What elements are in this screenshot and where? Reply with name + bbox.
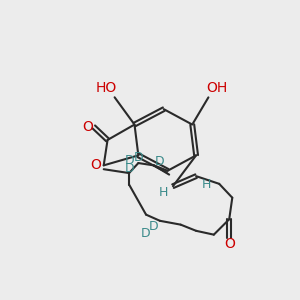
Text: D: D <box>134 151 143 164</box>
Text: D: D <box>154 155 164 168</box>
Text: H: H <box>158 186 168 199</box>
Text: HO: HO <box>95 81 117 95</box>
Text: D: D <box>149 220 159 233</box>
Text: D: D <box>124 154 134 167</box>
Text: H: H <box>201 178 211 191</box>
Text: OH: OH <box>206 81 227 95</box>
Text: D: D <box>124 162 134 175</box>
Text: O: O <box>224 237 235 251</box>
Text: O: O <box>91 158 101 172</box>
Text: D: D <box>141 226 151 240</box>
Text: O: O <box>82 120 93 134</box>
